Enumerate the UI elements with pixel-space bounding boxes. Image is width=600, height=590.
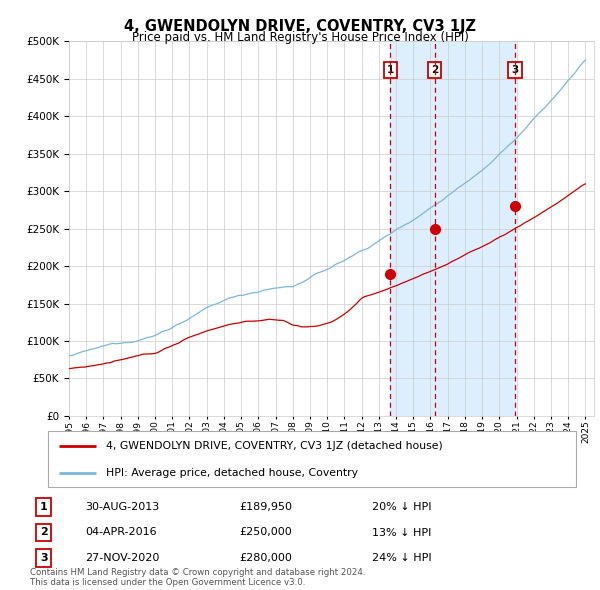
Text: 2: 2 bbox=[431, 65, 439, 75]
Text: 24% ↓ HPI: 24% ↓ HPI bbox=[372, 553, 432, 563]
Text: 1: 1 bbox=[386, 65, 394, 75]
Text: 3: 3 bbox=[511, 65, 518, 75]
Text: 30-AUG-2013: 30-AUG-2013 bbox=[85, 502, 160, 512]
Text: 1: 1 bbox=[40, 502, 47, 512]
Text: Price paid vs. HM Land Registry's House Price Index (HPI): Price paid vs. HM Land Registry's House … bbox=[131, 31, 469, 44]
Text: Contains HM Land Registry data © Crown copyright and database right 2024.
This d: Contains HM Land Registry data © Crown c… bbox=[30, 568, 365, 587]
Text: £250,000: £250,000 bbox=[240, 527, 293, 537]
FancyBboxPatch shape bbox=[48, 431, 576, 487]
Text: 2: 2 bbox=[40, 527, 47, 537]
Text: £280,000: £280,000 bbox=[240, 553, 293, 563]
Text: 20% ↓ HPI: 20% ↓ HPI bbox=[372, 502, 432, 512]
Text: £189,950: £189,950 bbox=[240, 502, 293, 512]
Text: 4, GWENDOLYN DRIVE, COVENTRY, CV3 1JZ: 4, GWENDOLYN DRIVE, COVENTRY, CV3 1JZ bbox=[124, 19, 476, 34]
Text: 13% ↓ HPI: 13% ↓ HPI bbox=[372, 527, 431, 537]
Text: 4, GWENDOLYN DRIVE, COVENTRY, CV3 1JZ (detached house): 4, GWENDOLYN DRIVE, COVENTRY, CV3 1JZ (d… bbox=[106, 441, 443, 451]
Text: 27-NOV-2020: 27-NOV-2020 bbox=[85, 553, 160, 563]
Text: HPI: Average price, detached house, Coventry: HPI: Average price, detached house, Cove… bbox=[106, 468, 358, 478]
Bar bbox=[390, 41, 515, 416]
Text: 3: 3 bbox=[40, 553, 47, 563]
Text: 04-APR-2016: 04-APR-2016 bbox=[85, 527, 157, 537]
